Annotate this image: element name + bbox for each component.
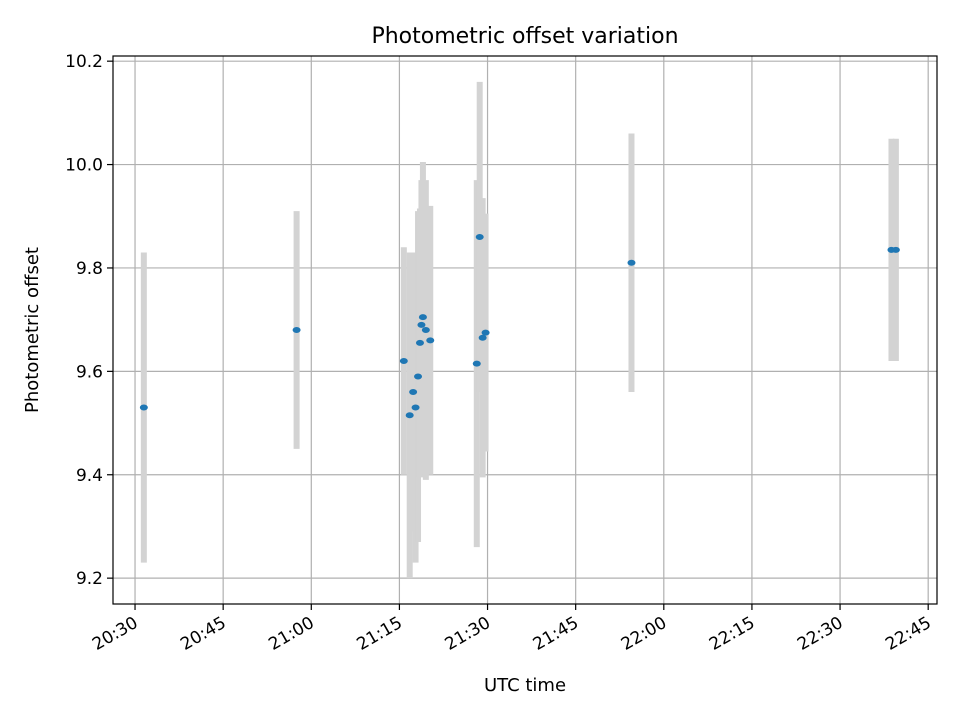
y-tick-label: 9.6 xyxy=(76,362,103,382)
data-point xyxy=(891,246,900,253)
y-tick-label: 9.8 xyxy=(76,259,103,279)
data-point xyxy=(417,321,426,328)
y-tick-label: 10.2 xyxy=(65,52,103,72)
y-tick-label: 10.0 xyxy=(65,156,103,176)
y-tick-label: 9.4 xyxy=(76,466,103,486)
plot-frame xyxy=(112,55,938,605)
data-point xyxy=(414,373,423,380)
data-point xyxy=(426,337,435,344)
data-point xyxy=(418,314,427,321)
data-points xyxy=(139,233,900,419)
x-axis-label: UTC time xyxy=(484,675,566,696)
data-point xyxy=(409,389,418,396)
data-point xyxy=(475,233,484,240)
data-point xyxy=(415,339,424,346)
data-point xyxy=(292,327,301,333)
y-axis-ticks: 9.2 9.4 9.6 9.8 10.0 10.2 xyxy=(65,52,113,589)
data-point xyxy=(139,404,148,411)
data-point xyxy=(411,404,420,411)
data-point xyxy=(421,327,430,333)
data-point xyxy=(405,412,414,419)
data-point xyxy=(627,259,636,266)
data-point xyxy=(478,334,487,341)
grid xyxy=(113,56,937,604)
chart-title: Photometric offset variation xyxy=(371,24,678,49)
y-tick-label: 9.2 xyxy=(76,569,103,589)
data-point xyxy=(481,329,490,336)
data-point xyxy=(472,360,481,367)
data-point xyxy=(399,358,408,365)
y-axis-label: Photometric offset xyxy=(22,247,43,413)
